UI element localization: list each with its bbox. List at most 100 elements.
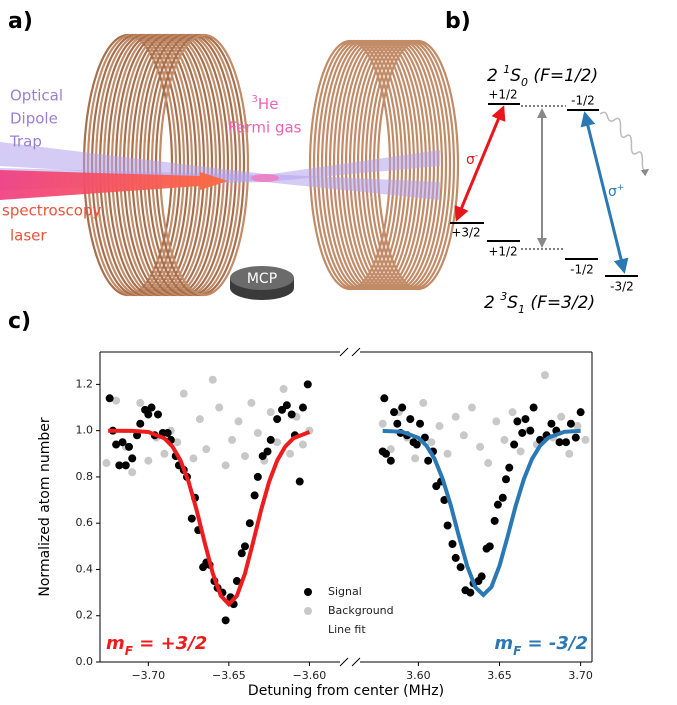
data-point: [195, 415, 204, 424]
data-point: [424, 456, 433, 465]
data-point: [112, 440, 121, 449]
panel-label: b): [445, 9, 471, 34]
lower-state: 2 3S1 (F=3/2): [484, 290, 595, 316]
break-mark: [339, 657, 349, 667]
data-point: [555, 438, 564, 447]
x-tick-label: −3.60: [293, 669, 327, 682]
break-mark: [339, 347, 349, 357]
gas-element: He: [258, 95, 279, 113]
state-sup: 1: [503, 63, 510, 76]
data-point: [435, 422, 444, 431]
level-label: +3/2: [451, 226, 480, 240]
data-point: [398, 403, 407, 412]
data-point: [459, 431, 468, 440]
data-point: [513, 417, 522, 426]
data-point: [492, 417, 501, 426]
emission-arrow: [599, 111, 650, 177]
data-point: [105, 394, 114, 403]
data-point: [228, 435, 237, 444]
legend-label: Background: [328, 604, 394, 617]
gas-cloud: [251, 174, 279, 182]
data-point: [234, 417, 243, 426]
data-point: [173, 438, 182, 447]
sigma-sym: σ: [608, 184, 617, 200]
data-point: [121, 461, 130, 470]
data-point: [547, 419, 556, 428]
data-point: [295, 477, 304, 486]
state-sub: 0: [521, 76, 528, 89]
data-point: [273, 438, 282, 447]
level-label: -3/2: [610, 280, 634, 294]
y-tick-label: 0.2: [76, 609, 94, 622]
data-point: [557, 412, 566, 421]
y-tick-label: 0.8: [76, 470, 94, 483]
data-point: [115, 461, 124, 470]
sigma-minus-arrow: [454, 105, 506, 222]
data-point: [266, 435, 275, 444]
data-point: [286, 449, 295, 458]
data-point: [451, 553, 460, 562]
y-tick-label: 1.2: [76, 377, 94, 390]
data-point: [502, 475, 511, 484]
data-point: [202, 445, 211, 454]
data-point: [263, 447, 272, 456]
data-point: [529, 403, 538, 412]
data-point: [412, 440, 421, 449]
data-point: [510, 440, 519, 449]
y-tick-label: 0.4: [76, 562, 94, 575]
data-point: [393, 419, 402, 428]
data-point: [477, 572, 486, 581]
data-point: [221, 461, 230, 470]
y-tick-label: 0.6: [76, 516, 94, 529]
state-sym: S: [510, 66, 521, 86]
state-sym: S: [507, 293, 518, 313]
data-point: [451, 412, 460, 421]
annotation-tail: = -3/2: [521, 633, 588, 654]
data-point: [406, 415, 415, 424]
data-point: [298, 440, 307, 449]
data-point: [411, 454, 420, 463]
data-point: [490, 516, 499, 525]
data-point: [440, 496, 449, 505]
data-point: [526, 426, 535, 435]
state-sup: 3: [500, 290, 507, 303]
level-label: -1/2: [571, 94, 595, 108]
panel-label: c): [8, 309, 31, 334]
y-tick-label: 1.0: [76, 424, 94, 437]
sigma-sup: +: [617, 183, 625, 193]
data-point: [390, 408, 399, 417]
level-label: +1/2: [488, 245, 517, 259]
data-point: [571, 433, 580, 442]
data-point: [540, 371, 549, 380]
data-point: [144, 410, 153, 419]
data-point: [485, 542, 494, 551]
data-point: [221, 616, 230, 625]
data-point: [508, 408, 517, 417]
data-point: [493, 500, 502, 509]
data-point: [562, 438, 571, 447]
data-point: [247, 398, 256, 407]
annotation-sub: F: [513, 644, 522, 658]
gas-label: Fermi gas: [228, 119, 301, 137]
data-point: [160, 449, 169, 458]
gas-isotope: 3: [252, 94, 258, 105]
data-point: [298, 403, 307, 412]
annotation: mF = -3/2: [494, 633, 588, 658]
data-point: [381, 449, 390, 458]
data-point: [266, 408, 275, 417]
annotation-main: m: [494, 633, 513, 654]
data-point: [581, 435, 590, 444]
state-tail: (F=3/2): [525, 293, 595, 313]
detector-top: [230, 266, 294, 290]
detector-label: MCP: [247, 271, 277, 287]
data-point: [118, 438, 127, 447]
sigma-plus: σ+: [608, 183, 624, 201]
x-tick-label: 3.65: [487, 669, 512, 682]
data-point: [416, 419, 425, 428]
data-point: [144, 456, 153, 465]
data-point: [443, 521, 452, 530]
x-tick-label: −3.65: [212, 669, 246, 682]
data-point: [476, 442, 485, 451]
data-point: [240, 452, 249, 461]
